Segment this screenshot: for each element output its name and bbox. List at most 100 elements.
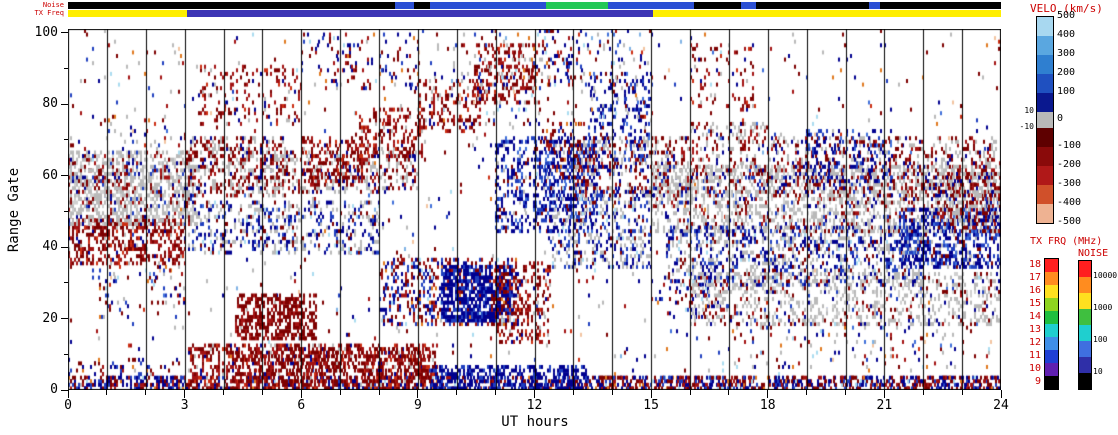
x-tick <box>806 390 808 395</box>
noise-colorbar-segment <box>1079 293 1091 309</box>
x-tick <box>650 390 652 398</box>
y-axis-title: Range Gate <box>6 167 22 253</box>
x-tick <box>845 390 846 395</box>
txfrq-colorbar-segment <box>1045 350 1058 363</box>
velocity-colorbar-label: 400 <box>1057 29 1076 40</box>
noise-colorbar-label: 100 <box>1093 335 1108 344</box>
velocity-colorbar-segment <box>1037 55 1053 74</box>
txfreq-strip-segment <box>68 10 187 17</box>
y-tick <box>61 32 68 34</box>
x-tick <box>300 390 302 398</box>
noise-colorbar-label: 1000 <box>1093 303 1113 312</box>
velocity-colorbar-segment <box>1037 128 1053 147</box>
txfrq-colorbar-label: 14 <box>1028 311 1041 322</box>
range-time-plot-canvas <box>68 29 1001 390</box>
x-tick <box>145 390 147 395</box>
y-tick <box>61 246 68 248</box>
x-tick <box>67 390 69 398</box>
txfrq-colorbar-segment <box>1045 311 1058 324</box>
velocity-colorbar-label: -100 <box>1057 140 1082 151</box>
y-tick <box>64 210 68 212</box>
txfrq-colorbar-segment <box>1045 298 1058 311</box>
velocity-colorbar-label: 100 <box>1057 86 1076 97</box>
noise-strip-segment <box>68 2 395 9</box>
x-tick-label: 12 <box>526 398 543 413</box>
txfrq-colorbar-label: 15 <box>1028 298 1041 309</box>
velocity-colorbar-segment <box>1037 147 1053 166</box>
x-tick-label: 6 <box>297 398 306 413</box>
x-tick <box>611 390 613 395</box>
txfrq-colorbar-label: 13 <box>1028 324 1041 335</box>
velocity-colorbar-segment <box>1037 17 1053 36</box>
y-tick-label: 0 <box>50 382 58 397</box>
noise-legend-title: NOISE <box>1078 248 1109 259</box>
noise-strip-segment <box>740 2 757 9</box>
txfrq-colorbar-segment <box>1045 337 1058 350</box>
y-tick-label: 60 <box>42 167 58 183</box>
velocity-colorbar-label: 0 <box>1057 113 1064 124</box>
x-tick <box>572 390 574 395</box>
y-tick <box>61 389 68 391</box>
x-tick <box>767 390 769 398</box>
noise-colorbar-label: 10 <box>1093 367 1103 376</box>
y-tick <box>64 139 68 141</box>
noise-strip-segment <box>880 2 1001 9</box>
x-tick <box>417 390 419 398</box>
velocity-colorbar-threshold-label: 10 <box>1024 106 1034 115</box>
noise-strip-segment <box>756 2 869 9</box>
velocity-colorbar-label: -500 <box>1057 216 1082 227</box>
velocity-colorbar-label: -400 <box>1057 197 1082 208</box>
txfrq-colorbar-label: 9 <box>1034 376 1041 387</box>
x-tick-label: 9 <box>413 398 422 413</box>
txfrq-colorbar-label: 12 <box>1028 337 1041 348</box>
x-tick <box>689 390 691 395</box>
noise-strip-segment <box>546 2 609 9</box>
noise-strip-segment <box>413 2 430 9</box>
noise-strip-segment <box>608 2 694 9</box>
velocity-colorbar-segment <box>1037 204 1053 223</box>
txfrq-colorbar-label: 18 <box>1028 259 1041 270</box>
txfreq-strip-segment <box>653 10 1001 17</box>
velocity-colorbar-label: -300 <box>1057 178 1082 189</box>
x-tick-label: 0 <box>64 398 72 413</box>
noise-strip-segment <box>429 2 547 9</box>
noise-colorbar-segment <box>1079 373 1091 389</box>
velocity-colorbar-segment <box>1037 74 1053 93</box>
txfrq-colorbar-label: 17 <box>1028 272 1041 283</box>
x-tick <box>534 390 535 398</box>
y-tick <box>64 67 68 69</box>
x-tick-label: 24 <box>993 398 1009 413</box>
velocity-colorbar-segment <box>1037 166 1053 185</box>
txfrq-colorbar-label: 11 <box>1028 350 1041 361</box>
y-tick <box>61 175 68 177</box>
velocity-colorbar-segment <box>1037 36 1053 55</box>
noise-strip-segment <box>693 2 741 9</box>
velocity-colorbar-threshold-label: -10 <box>1019 122 1034 131</box>
y-tick <box>61 103 68 105</box>
x-tick <box>961 390 963 395</box>
txfrq-colorbar-segment <box>1045 363 1058 376</box>
y-tick-label: 80 <box>42 96 58 112</box>
x-tick <box>106 390 108 395</box>
velocity-colorbar-segment <box>1037 93 1053 112</box>
velocity-colorbar <box>1036 16 1054 224</box>
txfrq-colorbar <box>1044 258 1059 390</box>
noise-colorbar-segment <box>1079 277 1091 293</box>
velocity-colorbar-label: 300 <box>1057 48 1076 59</box>
y-tick <box>64 282 68 284</box>
velocity-colorbar-label: 500 <box>1057 10 1076 21</box>
noise-colorbar-segment <box>1079 261 1091 277</box>
noise-colorbar-segment <box>1079 325 1091 341</box>
x-tick <box>922 390 924 395</box>
x-tick <box>223 390 224 395</box>
x-tick-label: 18 <box>759 398 776 413</box>
x-tick <box>378 390 380 395</box>
noise-strip-segment <box>394 2 414 9</box>
noise-status-strip <box>68 2 1001 9</box>
x-tick-label: 15 <box>643 398 659 413</box>
noise-colorbar-segment <box>1079 309 1091 325</box>
noise-colorbar <box>1078 260 1092 390</box>
txfrq-colorbar-segment <box>1045 324 1058 337</box>
txfrq-colorbar-segment <box>1045 285 1058 298</box>
x-tick <box>1000 390 1002 398</box>
